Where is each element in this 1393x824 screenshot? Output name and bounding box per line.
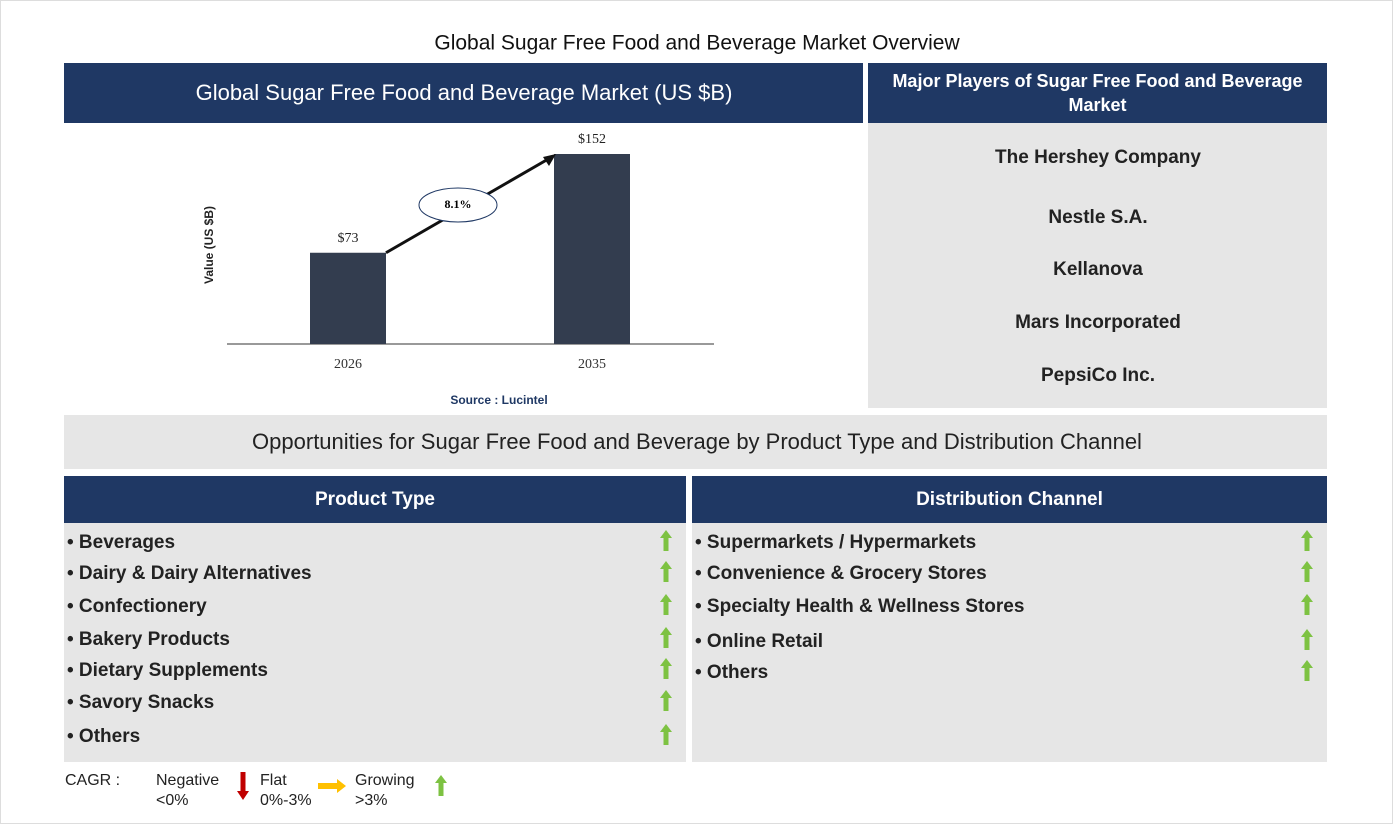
arrow-up: [660, 690, 672, 711]
segment-header-bg: [692, 476, 1327, 523]
segment-item: • Convenience & Grocery Stores: [695, 563, 987, 584]
segment-item: • Savory Snacks: [67, 692, 214, 713]
legend-name: Flat: [260, 772, 287, 789]
segment-item: • Confectionery: [67, 596, 207, 617]
source: Source : Lucintel: [450, 393, 547, 407]
segment-item: • Dairy & Dairy Alternatives: [67, 563, 312, 584]
legend-label: CAGR :: [65, 772, 120, 789]
player: Mars Incorporated: [1015, 312, 1181, 333]
arrow-up: [660, 627, 672, 648]
arrow-up: [435, 775, 447, 796]
value-label: $152: [578, 132, 606, 147]
segment-item: • Bakery Products: [67, 629, 230, 650]
players-header-bg: [868, 63, 1327, 123]
opportunities-band: [64, 415, 1327, 469]
arrow-up: [660, 594, 672, 615]
arrow-up: [1301, 530, 1313, 551]
segment-header: Product Type: [315, 489, 435, 510]
cagr-arrow-head: [543, 154, 556, 166]
segment-item: • Specialty Health & Wellness Stores: [695, 596, 1024, 617]
players-header: Major Players of Sugar Free Food and Bev…: [892, 71, 1303, 115]
cagr-label: 8.1%: [445, 197, 472, 211]
value-label: $73: [338, 231, 359, 246]
legend-range: 0%-3%: [260, 792, 312, 809]
player: PepsiCo Inc.: [1041, 365, 1155, 386]
cagr-bubble: [418, 187, 498, 223]
player: Kellanova: [1053, 259, 1143, 280]
segment-item: • Dietary Supplements: [67, 660, 268, 681]
arrow-right: [318, 779, 346, 793]
bar: [310, 252, 386, 344]
arrow-up: [660, 658, 672, 679]
segment-panel: [64, 523, 686, 762]
player: Nestle S.A.: [1048, 207, 1147, 228]
arrow-up: [1301, 561, 1313, 582]
x-tick-label: 2035: [578, 357, 606, 372]
players-header-box: Major Players of Sugar Free Food and Bev…: [892, 71, 1303, 115]
legend-name: Growing: [355, 772, 415, 789]
chart-header: Global Sugar Free Food and Beverage Mark…: [196, 80, 733, 105]
legend-range: >3%: [355, 792, 387, 809]
arrow-up: [660, 561, 672, 582]
opportunities-title: Opportunities for Sugar Free Food and Be…: [252, 429, 1142, 454]
legend-range: <0%: [156, 792, 188, 809]
segment-panel: [692, 523, 1327, 762]
page-title: Global Sugar Free Food and Beverage Mark…: [434, 32, 960, 55]
player: The Hershey Company: [995, 147, 1201, 168]
segment-header-bg: [64, 476, 686, 523]
chart-header-bg: [64, 63, 863, 123]
arrow-up: [1301, 660, 1313, 681]
segment-item: • Others: [67, 726, 140, 747]
segment-item: • Supermarkets / Hypermarkets: [695, 532, 976, 553]
legend-name: Negative: [156, 772, 219, 789]
arrow-down: [237, 772, 249, 800]
arrow-up: [1301, 629, 1313, 650]
players-panel: [868, 123, 1327, 408]
arrow-up: [660, 530, 672, 551]
arrow-up: [660, 724, 672, 745]
y-axis-label: Value (US $B): [202, 206, 216, 284]
segment-item: • Online Retail: [695, 631, 823, 652]
arrow-up: [1301, 594, 1313, 615]
bar: [554, 154, 630, 344]
x-tick-label: 2026: [334, 357, 362, 372]
segment-item: • Others: [695, 662, 768, 683]
segment-item: • Beverages: [67, 532, 175, 553]
segment-header: Distribution Channel: [916, 489, 1103, 510]
